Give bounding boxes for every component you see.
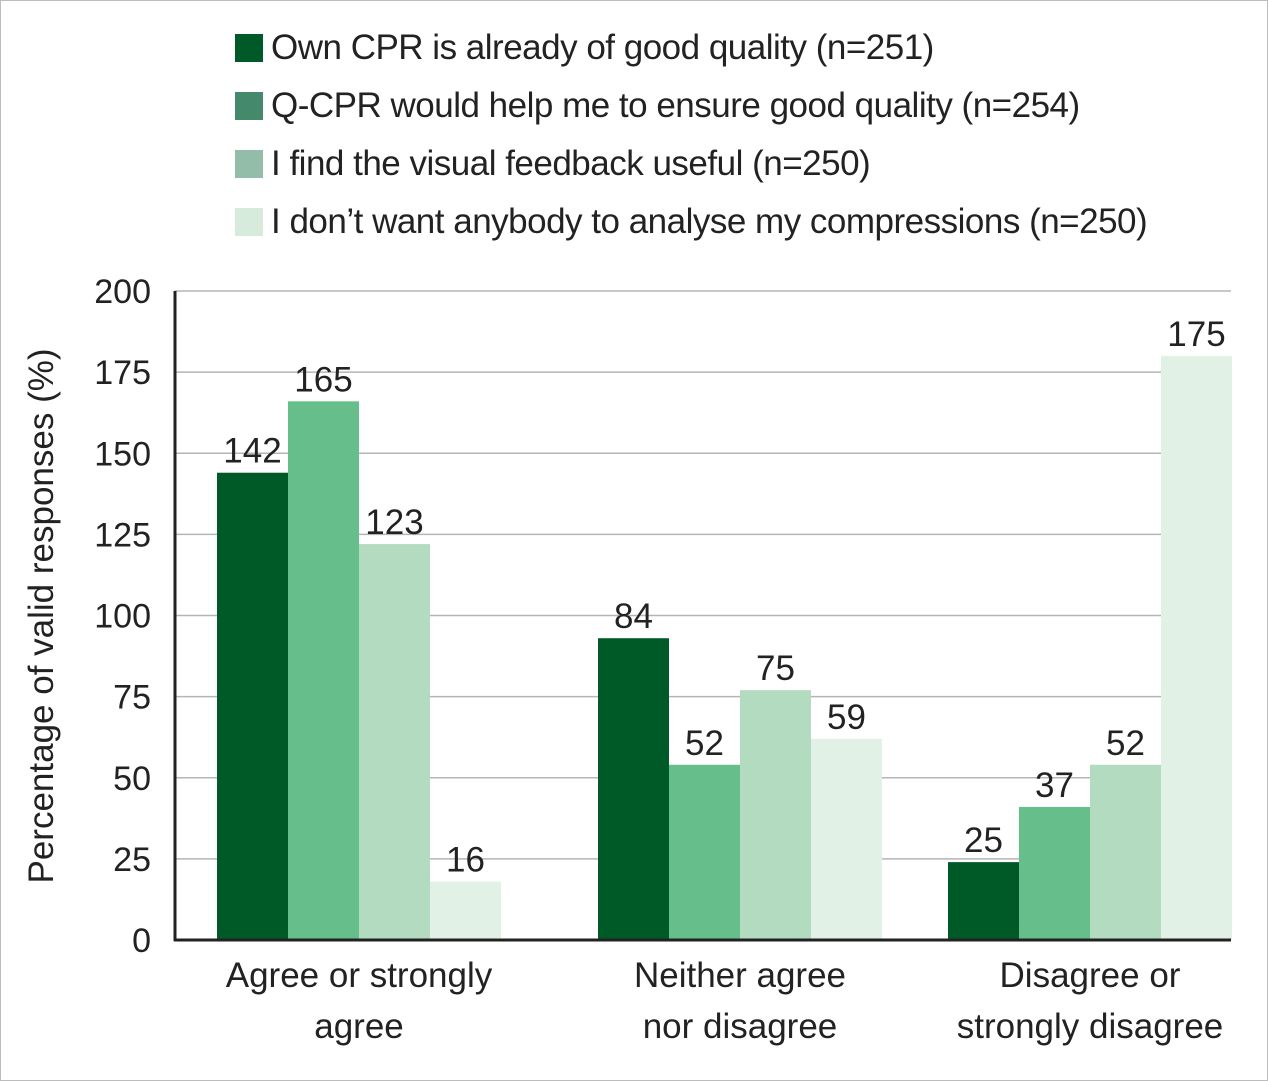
x-tick-label: Agree or strongly: [226, 956, 493, 995]
data-label: 165: [294, 360, 352, 399]
data-label: 59: [827, 698, 866, 737]
legend-label-visual-feedback: I find the visual feedback useful (n=250…: [271, 144, 871, 183]
bar: [740, 690, 811, 940]
y-tick-label: 0: [132, 922, 151, 960]
bar: [288, 401, 359, 941]
bar: [669, 764, 740, 940]
legend-label-own-cpr: Own CPR is already of good quality (n=25…: [271, 28, 934, 67]
data-label: 52: [685, 724, 724, 763]
data-labels: 142 84 25 165 52 37 123 75 52 16 59 175: [223, 315, 1225, 880]
y-tick-label: 25: [113, 841, 151, 879]
bar: [430, 881, 501, 940]
x-tick-label: Disagree or: [1000, 956, 1181, 995]
y-tick-label: 200: [94, 273, 151, 311]
x-tick-label: agree: [314, 1007, 404, 1046]
bar: [948, 862, 1019, 940]
legend-swatch-no-analysis: [235, 208, 263, 236]
data-label: 75: [756, 649, 795, 688]
bars: [217, 355, 1232, 941]
data-label: 25: [964, 821, 1003, 860]
bar: [1161, 355, 1232, 940]
legend-item-own-cpr: Own CPR is already of good quality (n=25…: [235, 19, 1147, 77]
data-label: 142: [223, 432, 281, 471]
axes: [173, 291, 1231, 942]
legend: Own CPR is already of good quality (n=25…: [235, 19, 1148, 251]
legend-label-no-analysis: I don’t want anybody to analyse my compr…: [271, 202, 1148, 241]
data-label: 16: [446, 841, 485, 880]
x-tick-label: strongly disagree: [957, 1007, 1224, 1046]
data-label: 175: [1167, 315, 1225, 354]
y-tick-label: 75: [113, 679, 151, 717]
legend-item-no-analysis: I don’t want anybody to analyse my compr…: [235, 193, 1148, 251]
y-tick-label: 50: [113, 760, 151, 798]
bar: [359, 544, 430, 940]
bar: [811, 738, 882, 940]
legend-item-visual-feedback: I find the visual feedback useful (n=250…: [235, 135, 1147, 193]
data-label: 37: [1035, 766, 1074, 805]
legend-swatch-visual-feedback: [235, 150, 263, 178]
data-label: 84: [614, 597, 653, 636]
data-label: 123: [365, 503, 423, 542]
bar: [1019, 806, 1090, 940]
y-tick-label: 125: [94, 516, 151, 554]
legend-swatch-own-cpr: [235, 34, 263, 62]
y-tick-labels: 0 25 50 75 100 125 150 175 200: [94, 273, 151, 960]
y-tick-label: 150: [94, 435, 151, 473]
y-axis-label: Percentage of valid responses (%): [22, 349, 61, 884]
data-label: 52: [1106, 724, 1145, 763]
x-tick-labels: Agree or strongly agree Neither agree nor d…: [226, 956, 1224, 1046]
x-tick-label: nor disagree: [643, 1007, 838, 1046]
y-tick-label: 175: [94, 354, 151, 392]
bar: [217, 472, 288, 940]
bar: [1090, 764, 1161, 940]
legend-item-q-cpr: Q-CPR would help me to ensure good quali…: [235, 77, 1147, 135]
legend-label-q-cpr: Q-CPR would help me to ensure good quali…: [271, 86, 1080, 125]
y-tick-label: 100: [94, 598, 151, 636]
legend-swatch-q-cpr: [235, 92, 263, 120]
x-tick-label: Neither agree: [634, 956, 846, 995]
bar: [598, 638, 669, 940]
